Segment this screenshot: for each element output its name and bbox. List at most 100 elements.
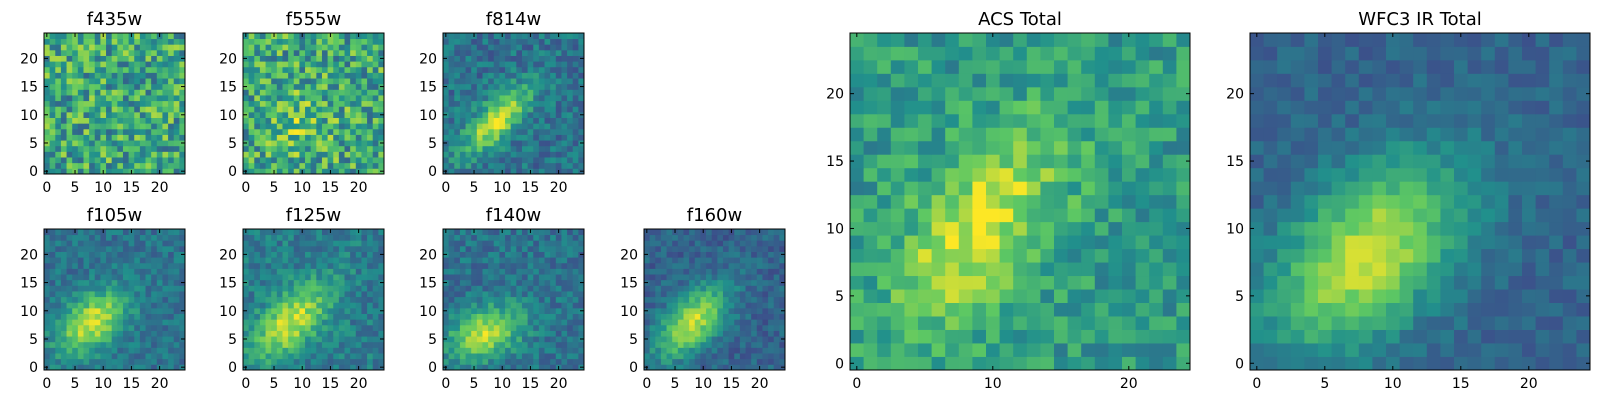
heatmap-cell [77, 319, 84, 326]
heatmap-cell [111, 140, 118, 147]
heatmap-cell [259, 262, 266, 269]
heatmap-cell [493, 274, 500, 281]
heatmap-cell [448, 100, 455, 107]
heatmap-cell [527, 157, 534, 164]
heatmap-cell [100, 78, 107, 85]
heatmap-cell [488, 358, 495, 365]
heatmap-cell [465, 262, 472, 269]
heatmap-cell [310, 251, 317, 258]
heatmap-cell [666, 324, 673, 331]
heatmap-cell [533, 336, 540, 343]
heatmap-cell [561, 128, 568, 135]
heatmap-cell [134, 279, 141, 286]
heatmap-cell [505, 307, 512, 314]
heatmap-cell [700, 296, 707, 303]
heatmap-cell [72, 251, 79, 258]
heatmap-cell [443, 72, 450, 79]
heatmap-cell [83, 274, 90, 281]
heatmap-cell [310, 364, 317, 371]
heatmap-cell [734, 341, 741, 348]
heatmap-cell [745, 251, 752, 258]
heatmap-cell [533, 61, 540, 68]
heatmap-cell [471, 279, 478, 286]
heatmap-cell [538, 44, 545, 51]
heatmap-cell [276, 168, 283, 175]
heatmap-cell [333, 55, 340, 62]
heatmap-cell [544, 151, 551, 158]
heatmap-cell [327, 302, 334, 309]
heatmap-cell [243, 302, 250, 309]
heatmap-cell [1122, 221, 1136, 236]
heatmap-cell [516, 257, 523, 264]
heatmap-cell [333, 100, 340, 107]
heatmap-cell [288, 95, 295, 102]
heatmap-cell [243, 61, 250, 68]
heatmap-cell [338, 268, 345, 275]
heatmap-cell [100, 134, 107, 141]
heatmap-cell [265, 111, 272, 118]
heatmap-cell [350, 313, 357, 320]
heatmap-cell [49, 95, 56, 102]
heatmap-cell [1026, 275, 1041, 290]
heatmap-cell [443, 245, 450, 252]
heatmap-cell [355, 341, 362, 348]
heatmap-cell [128, 106, 135, 113]
heatmap-cell [689, 347, 696, 354]
heatmap-cell [459, 291, 466, 298]
heatmap-cell [72, 111, 79, 118]
heatmap-cell [544, 78, 551, 85]
heatmap-cell [83, 353, 90, 360]
heatmap-cell [745, 257, 752, 264]
heatmap-cell [134, 330, 141, 337]
heatmap-cell [49, 234, 56, 241]
heatmap-cell [265, 95, 272, 102]
heatmap-cell [333, 49, 340, 56]
heatmap-cell [128, 353, 135, 360]
heatmap-cell [448, 106, 455, 113]
heatmap-cell [538, 302, 545, 309]
heatmap-cell [316, 296, 323, 303]
heatmap-cell [572, 274, 579, 281]
heatmap-cell [293, 162, 300, 169]
heatmap-cell [505, 83, 512, 90]
heatmap-cell [448, 157, 455, 164]
heatmap-cell [555, 245, 562, 252]
heatmap-cell [299, 145, 306, 152]
heatmap-cell [117, 353, 124, 360]
heatmap-cell [683, 324, 690, 331]
heatmap-cell [459, 44, 466, 51]
x-tick-label: 10 [493, 376, 511, 392]
heatmap-cell [367, 268, 374, 275]
heatmap-cell [254, 313, 261, 320]
heatmap-cell [173, 55, 180, 62]
heatmap-cell [139, 364, 146, 371]
heatmap-cell [904, 154, 919, 169]
heatmap-cell [739, 245, 746, 252]
heatmap-cell [488, 117, 495, 124]
heatmap-cell [768, 240, 775, 247]
heatmap-cell [448, 353, 455, 360]
heatmap-cell [83, 364, 90, 371]
heatmap-cell [100, 123, 107, 130]
heatmap-cell [762, 347, 769, 354]
heatmap-cell [510, 38, 517, 45]
heatmap-cell [683, 353, 690, 360]
heatmap-cell [521, 117, 528, 124]
heatmap-cell [510, 251, 517, 258]
heatmap-cell [538, 83, 545, 90]
heatmap-cell [706, 358, 713, 365]
heatmap-cell [694, 229, 701, 236]
heatmap-cell [689, 268, 696, 275]
heatmap-cell [139, 38, 146, 45]
heatmap-cell [734, 296, 741, 303]
heatmap-cell [276, 162, 283, 169]
heatmap-cell [254, 61, 261, 68]
heatmap-cell [448, 162, 455, 169]
heatmap-cell [299, 251, 306, 258]
heatmap-cell [106, 106, 113, 113]
heatmap-cell [372, 364, 379, 371]
heatmap-cell [711, 251, 718, 258]
heatmap-cell [173, 251, 180, 258]
heatmap-cell [179, 291, 186, 298]
heatmap-cell [100, 336, 107, 343]
